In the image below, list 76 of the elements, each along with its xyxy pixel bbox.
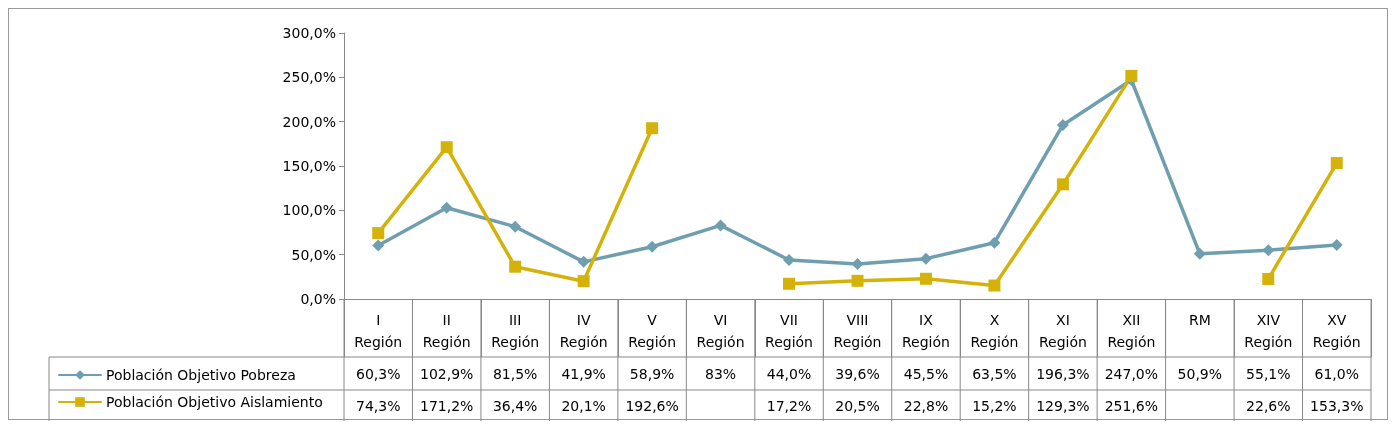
y-tick-label: 0,0% bbox=[300, 291, 336, 307]
data-label: 63,5% bbox=[972, 365, 1017, 382]
y-tick-label: 200,0% bbox=[282, 113, 336, 130]
x-tick-label: V Región bbox=[628, 312, 677, 350]
data-label: 20,5% bbox=[835, 398, 880, 414]
point bbox=[1193, 247, 1206, 260]
data-label: 192,6% bbox=[625, 398, 679, 414]
data-label: 251,6% bbox=[1104, 398, 1159, 414]
data-label: 15,2% bbox=[972, 398, 1017, 414]
x-tick-label: XI Región bbox=[1038, 312, 1087, 350]
point bbox=[851, 257, 864, 270]
point bbox=[509, 220, 522, 233]
data-label: 45,5% bbox=[903, 365, 949, 382]
x-tick-label: II Región bbox=[422, 312, 471, 350]
point bbox=[1056, 178, 1069, 191]
point bbox=[988, 236, 1001, 249]
point bbox=[646, 122, 659, 135]
data-label: 58,9% bbox=[629, 365, 675, 382]
data-label: 61,0% bbox=[1314, 365, 1360, 382]
point bbox=[577, 255, 590, 268]
point bbox=[1262, 272, 1275, 285]
data-label: 81,5% bbox=[492, 365, 538, 382]
point bbox=[372, 239, 385, 252]
x-tick-label: IX Región bbox=[902, 312, 950, 350]
data-label: 17,2% bbox=[766, 398, 812, 414]
x-tick-label: III Región bbox=[491, 312, 540, 350]
x-tick-label: XV Región bbox=[1312, 312, 1361, 350]
data-label: 102,9% bbox=[420, 365, 474, 382]
legend-label: Población Objetivo Pobreza bbox=[106, 367, 296, 383]
point bbox=[783, 277, 796, 290]
y-tick-label: 100,0% bbox=[282, 202, 336, 219]
data-label: 20,1% bbox=[561, 398, 606, 414]
point bbox=[1262, 244, 1275, 257]
x-tick-label: VI Región bbox=[696, 312, 745, 350]
y-tick-label: 300,0% bbox=[282, 25, 336, 41]
point bbox=[440, 201, 453, 214]
data-label: 22,6% bbox=[1246, 398, 1291, 414]
x-tick-label: IV Región bbox=[559, 312, 608, 350]
legend-label: Población Objetivo Aislamiento bbox=[106, 394, 323, 410]
point bbox=[851, 274, 864, 287]
data-label: 247,0% bbox=[1104, 365, 1159, 382]
data-label: 41,9% bbox=[561, 365, 606, 382]
point bbox=[1330, 157, 1343, 170]
data-label: 22,8% bbox=[903, 398, 949, 414]
x-tick-label: X Región bbox=[970, 312, 1019, 350]
y-tick-label: 250,0% bbox=[282, 69, 336, 86]
data-label: 129,3% bbox=[1036, 398, 1090, 414]
point bbox=[1056, 118, 1069, 131]
x-tick-label: XIV Región bbox=[1244, 312, 1293, 350]
data-label: 171,2% bbox=[420, 398, 474, 414]
data-label: 196,3% bbox=[1036, 365, 1090, 382]
x-tick-label: I Región bbox=[354, 312, 403, 350]
data-label: 36,4% bbox=[492, 398, 538, 414]
data-label: 74,3% bbox=[355, 398, 401, 414]
point bbox=[440, 141, 453, 154]
point bbox=[1125, 69, 1138, 82]
data-label: 50,9% bbox=[1177, 365, 1223, 382]
data-label: 39,6% bbox=[835, 365, 880, 382]
y-tick-label: 150,0% bbox=[282, 158, 336, 174]
x-tick-label: XII Región bbox=[1107, 312, 1156, 350]
data-label: 153,3% bbox=[1310, 398, 1364, 414]
x-tick-label: RM bbox=[1188, 312, 1211, 328]
point bbox=[988, 279, 1001, 292]
x-tick-label: VII Región bbox=[765, 312, 813, 350]
data-label: 44,0% bbox=[766, 365, 812, 382]
point bbox=[577, 275, 590, 288]
y-tick-label: 50,0% bbox=[291, 246, 336, 263]
point bbox=[919, 272, 932, 285]
data-label: 60,3% bbox=[355, 365, 401, 382]
data-label: 55,1% bbox=[1246, 365, 1291, 382]
point bbox=[372, 227, 385, 240]
x-tick-label: VIII Región bbox=[833, 312, 882, 350]
point bbox=[646, 240, 659, 253]
point bbox=[714, 219, 727, 232]
data-label: 83% bbox=[705, 365, 737, 382]
point bbox=[509, 260, 522, 273]
